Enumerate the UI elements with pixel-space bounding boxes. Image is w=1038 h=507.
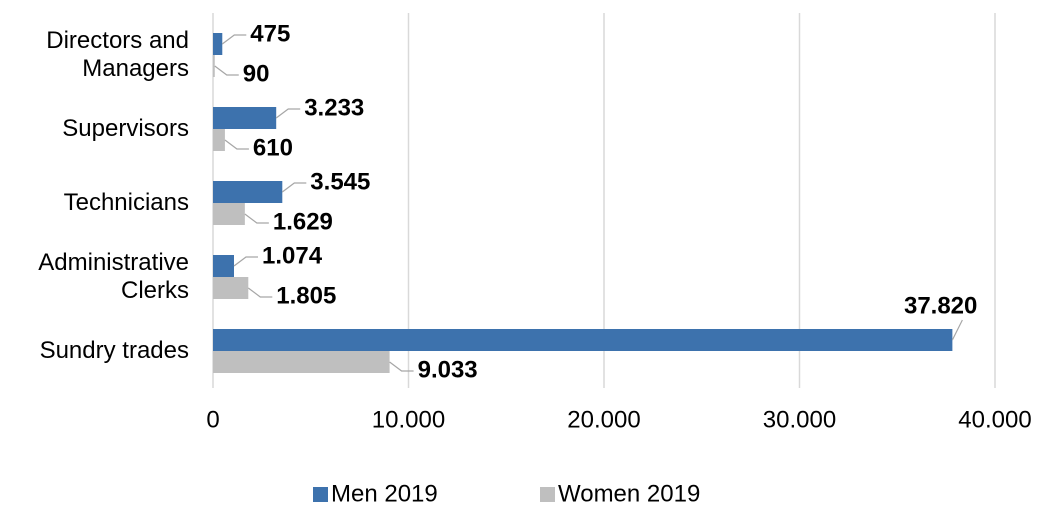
value-label: 610	[253, 134, 293, 161]
category-label: Directors and Managers	[46, 27, 189, 82]
bar	[213, 255, 234, 277]
x-tick-label: 0	[206, 406, 219, 433]
bar	[213, 129, 225, 151]
x-tick-label: 30.000	[763, 406, 836, 433]
value-label: 9.033	[418, 356, 478, 383]
bar	[213, 351, 390, 373]
leader-line	[247, 287, 273, 298]
value-label: 3.545	[310, 168, 370, 195]
value-label: 90	[243, 60, 270, 87]
bar	[213, 329, 953, 351]
value-label: 37.820	[904, 292, 977, 319]
value-label: 1.074	[262, 242, 323, 269]
category-label: Sundry trades	[39, 337, 189, 364]
legend-swatch	[540, 487, 555, 502]
bar	[213, 33, 223, 55]
legend-swatch	[313, 487, 328, 502]
bar	[213, 277, 249, 299]
bar	[213, 181, 283, 203]
leader-line	[233, 256, 258, 267]
value-label: 3.233	[304, 94, 364, 121]
leader-line	[389, 361, 414, 372]
x-tick-label: 20.000	[567, 406, 640, 433]
x-tick-label: 10.000	[372, 406, 445, 433]
leader-line	[221, 34, 247, 45]
category-label: Administrative Clerks	[38, 249, 189, 304]
leader-line	[281, 182, 307, 193]
leader-line	[275, 108, 301, 119]
value-label: 475	[250, 20, 290, 47]
category-label: Technicians	[63, 189, 189, 216]
leader-line	[244, 213, 269, 224]
leader-line	[951, 319, 963, 341]
category-label: Supervisors	[62, 115, 189, 142]
x-tick-label: 40.000	[958, 406, 1031, 433]
bar	[213, 55, 215, 77]
value-label: 1.805	[276, 282, 336, 309]
leader-line	[214, 65, 239, 76]
bar	[213, 203, 245, 225]
legend-label: Men 2019	[331, 480, 438, 507]
leader-line	[224, 139, 249, 150]
legend-label: Women 2019	[558, 480, 700, 507]
bar	[213, 107, 277, 129]
value-label: 1.629	[273, 208, 333, 235]
